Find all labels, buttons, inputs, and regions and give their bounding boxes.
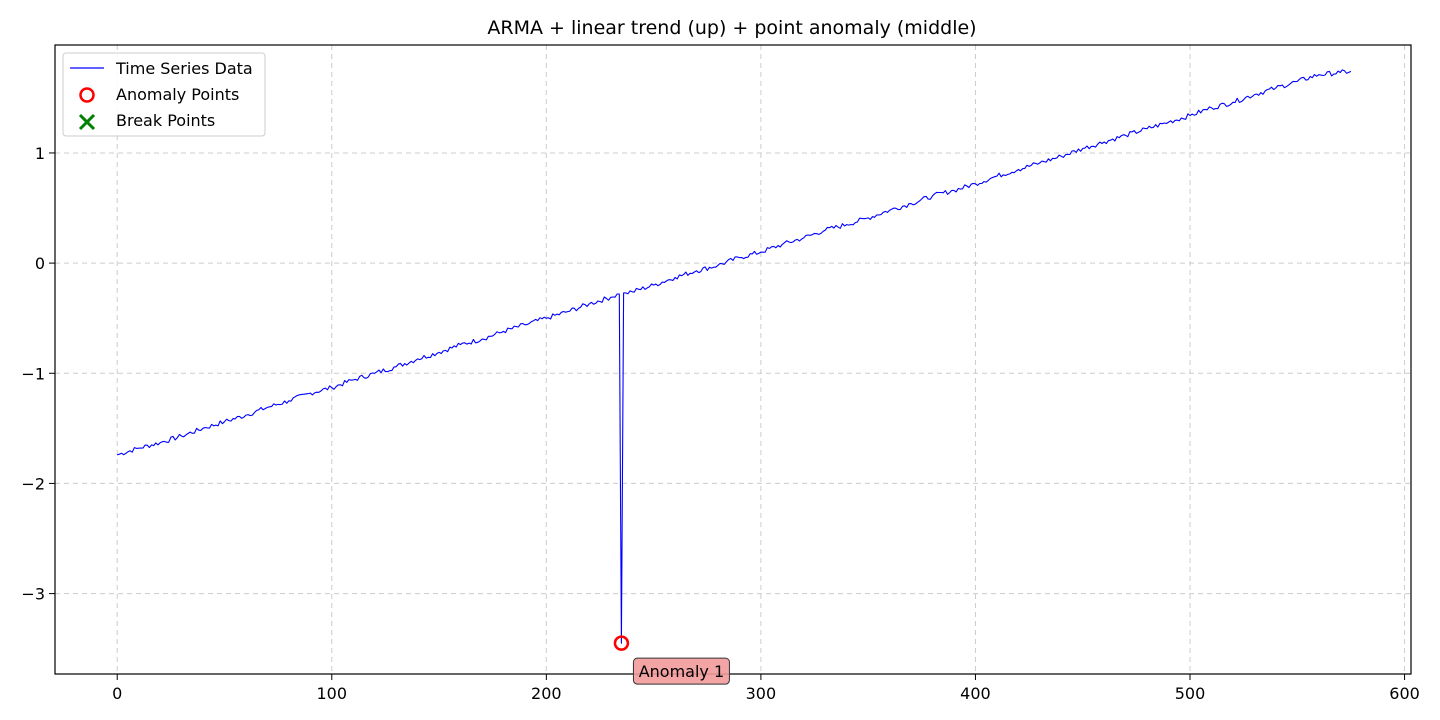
series-line <box>117 69 1352 644</box>
grid <box>55 45 1411 674</box>
y-tick-label: −3 <box>21 585 45 604</box>
anomaly-markers <box>613 635 630 651</box>
y-tick-label: −1 <box>21 364 45 383</box>
plot-frame <box>54 44 1412 675</box>
anomaly-marker <box>613 635 630 651</box>
legend-anomaly-swatch <box>79 87 95 103</box>
x-tick-label: 600 <box>1389 684 1420 703</box>
legend-label-anomaly: Anomaly Points <box>116 85 239 104</box>
x-tick-label: 400 <box>960 684 991 703</box>
x-axis: 0 100 200 300 400 500 600 <box>112 674 1420 703</box>
y-tick-label: −2 <box>21 474 45 493</box>
series-layer <box>117 69 1352 644</box>
y-tick-label: 0 <box>35 254 45 273</box>
legend: Time Series Data Anomaly Points Break Po… <box>62 52 266 137</box>
legend-label-series: Time Series Data <box>115 59 253 78</box>
annotation-box <box>632 657 730 685</box>
x-tick-label: 300 <box>746 684 777 703</box>
annotations: Anomaly 1 <box>632 657 730 685</box>
annotation-label: Anomaly 1 <box>639 662 724 681</box>
x-tick-label: 200 <box>531 684 562 703</box>
chart-title: ARMA + linear trend (up) + point anomaly… <box>487 17 976 39</box>
legend-label-break: Break Points <box>116 111 215 130</box>
legend-box <box>62 52 266 137</box>
x-tick-label: 500 <box>1175 684 1206 703</box>
x-tick-label: 100 <box>317 684 348 703</box>
legend-break-swatch <box>78 113 96 131</box>
y-axis: −3 −2 −1 0 1 <box>21 144 55 604</box>
x-tick-label: 0 <box>112 684 122 703</box>
y-tick-label: 1 <box>35 144 45 163</box>
